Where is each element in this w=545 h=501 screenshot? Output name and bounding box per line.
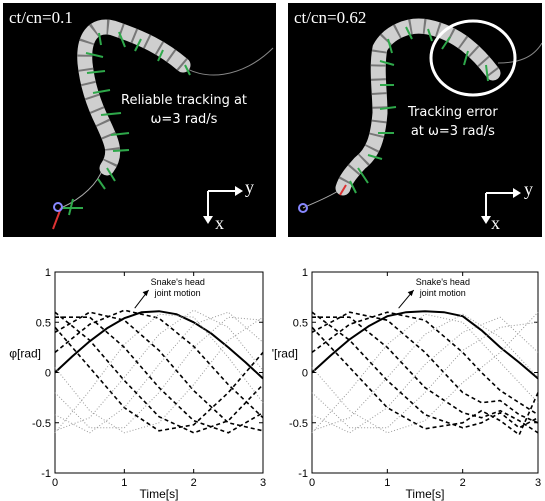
force-arrows [349,26,489,194]
axis-frame-icon [203,186,243,224]
snake-render-left [52,19,274,230]
series-line-solid [311,310,539,380]
series-line-dashed [311,311,539,429]
joint-angle-chart: 1 0.5 0 -0.5 -1 0 1 2 3 φ[rad] Time[s] Snake's head… [0,252,270,501]
series-line-dashed [54,309,264,419]
tracking-note-line1: Reliable tracking at [121,93,248,108]
tracking-note: Reliable tracking at ω=3 rad/s [121,91,247,129]
series-line-dashed [54,311,264,432]
y-tick-label: -1 [41,468,51,480]
series-line-dotted [311,316,539,434]
annotation-line2: joint motion [154,288,201,298]
series-line-dashed [54,326,264,432]
tracking-note-line1: Tracking error [408,105,498,120]
series-line-dotted [54,311,264,434]
axis-x-label: x [491,213,500,233]
y-tick-label: -1 [298,468,308,480]
series-line-dashed [54,311,264,434]
joint-angle-chart-svg: 10.50-0.5-10 1 2 3φ[rad]Time[s]Snake's head… [9,267,266,501]
series-line-dotted [311,313,539,434]
annotation-arrowhead [142,290,149,297]
trajectory-line [177,47,274,76]
annotation-arrowhead [407,290,414,297]
series-line-dashed [55,316,264,434]
trajectory-line [497,42,542,64]
plot-frame [311,271,539,474]
x-tick-label: 2 [191,477,197,489]
annotation-line2: joint motion [419,288,466,298]
ratio-label: ct/cn=0.1 [9,8,73,27]
series-line-dotted [54,313,264,434]
force-arrows [61,31,191,216]
y-tick-label: 0.5 [36,317,51,329]
x-tick-label: 3 [535,477,541,489]
snake-render-right [298,18,542,224]
axis-y-label: y [245,177,254,197]
y-tick-label: 0.5 [293,317,308,329]
tail-line [60,167,104,209]
series-line-dotted [311,311,539,434]
y-axis-label: φ'[rad] [272,346,298,360]
annotation-line1: Snake's head [416,277,470,287]
snake-body [335,18,501,196]
x-axis-label: Time[s] [140,487,179,501]
axis-frame-icon [481,188,521,224]
annotation-line1: Snake's head [151,277,205,287]
plot-frame [54,271,264,474]
x-tick-label: 1 [121,477,127,489]
x-tick-label: 0 [52,477,58,489]
snapshot-right: ct/cn=0.62 Tracking error at ω=3 rad/s y… [288,3,542,237]
x-tick-label: 2 [460,477,466,489]
tracking-note-line2: ω=3 rad/s [150,112,218,127]
x-tick-label: 1 [384,477,390,489]
x-tick-label: 3 [260,477,266,489]
y-tick-label: 0 [45,368,51,380]
tracking-note: Tracking error at ω=3 rad/s [408,103,498,141]
x-tick-label: 0 [309,477,315,489]
snapshot-left: ct/cn=0.1 Reliable tracking at ω=3 rad/s… [3,3,276,237]
y-tick-label: 1 [302,267,308,279]
y-tick-label: 1 [45,267,51,279]
base-frame [298,184,347,213]
series-line-dashed [312,316,539,434]
error-circle [429,19,517,97]
y-tick-label: -0.5 [32,418,51,430]
tracking-note-line2: at ω=3 rad/s [410,124,495,139]
ratio-label: ct/cn=0.62 [294,8,367,27]
axis-x-label: x [215,213,224,233]
y-axis-label: φ[rad] [9,346,41,360]
series-line-dotted [311,321,539,429]
axis-y-label: y [524,179,533,199]
series-line-dashed [311,326,539,436]
snake-body [77,19,191,176]
y-tick-label: -0.5 [289,418,308,430]
y-tick-label: 0 [302,368,308,380]
base-frame [52,202,63,230]
series-line-dotted [311,313,539,432]
x-axis-label: Time[s] [406,487,445,501]
series-line-dotted [54,316,264,434]
series-line-dashed [311,311,539,424]
